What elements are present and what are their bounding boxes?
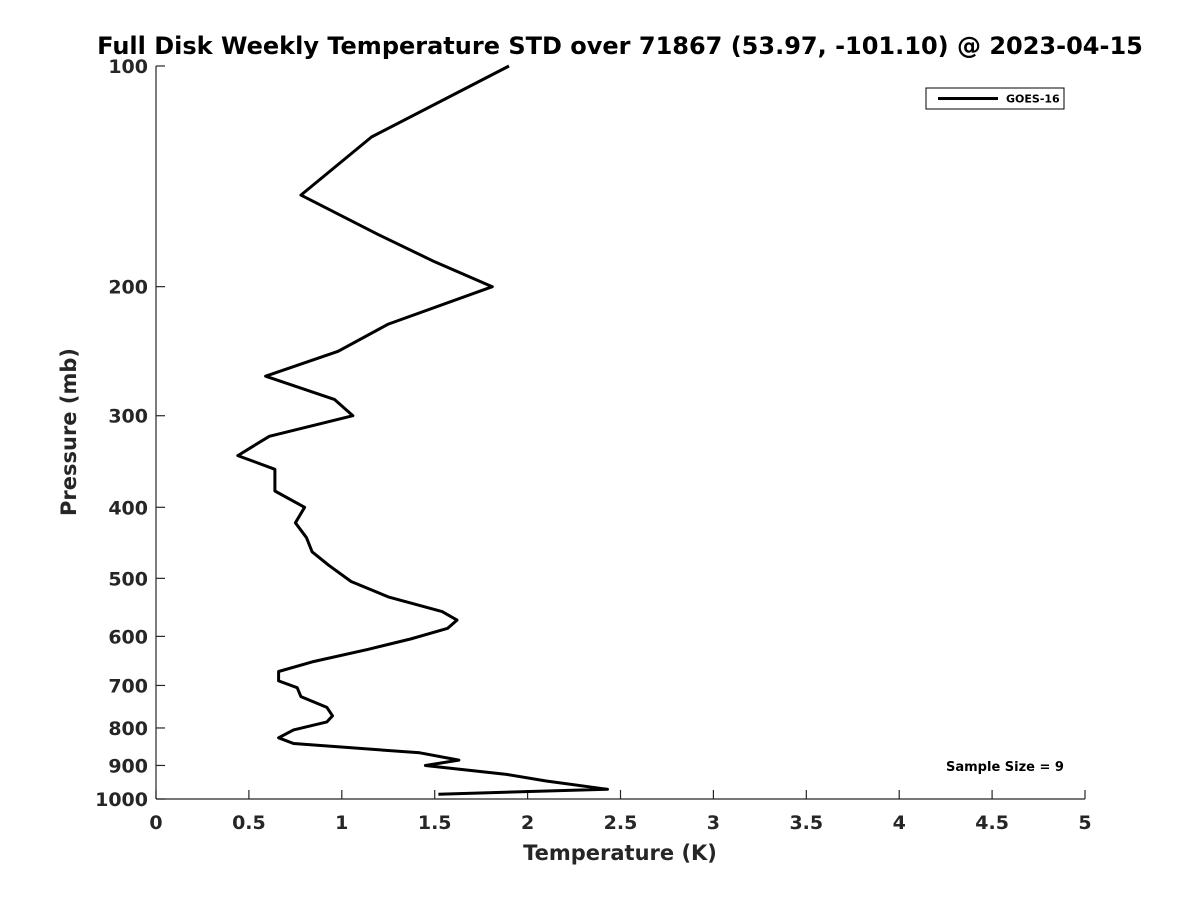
x-tick-label: 3 [707, 812, 720, 834]
x-tick-label: 3.5 [789, 812, 823, 834]
y-tick-label: 400 [108, 497, 148, 519]
legend-label-goes-16: GOES-16 [1006, 93, 1060, 106]
x-ticks: 0 0.5 1 1.5 2 2.5 3 3.5 4 4.5 5 [149, 790, 1092, 834]
y-axis-label: Pressure (mb) [57, 348, 81, 516]
y-tick-label: 300 [108, 406, 148, 428]
y-tick-label: 600 [108, 626, 148, 648]
x-tick-label: 5 [1078, 812, 1091, 834]
x-tick-label: 4.5 [975, 812, 1009, 834]
axes [155, 66, 1085, 800]
x-tick-label: 2.5 [604, 812, 638, 834]
x-tick-label: 1 [335, 812, 348, 834]
x-axis-label: Temperature (K) [523, 841, 717, 865]
y-tick-label: 1000 [95, 789, 148, 811]
y-tick-label: 800 [108, 718, 148, 740]
x-tick-label: 4 [893, 812, 906, 834]
x-tick-label: 1.5 [418, 812, 452, 834]
y-tick-label: 700 [108, 675, 148, 697]
y-tick-label: 500 [108, 568, 148, 590]
x-tick-label: 0.5 [232, 812, 266, 834]
x-tick-label: 0 [149, 812, 162, 834]
y-tick-label: 200 [108, 277, 148, 299]
y-ticks: 100 200 300 400 500 600 700 800 900 1000 [95, 56, 165, 811]
y-tick-label: 100 [108, 56, 148, 78]
sample-size-annotation: Sample Size = 9 [946, 760, 1064, 775]
series-line-goes-16 [236, 64, 609, 796]
x-tick-label: 2 [521, 812, 534, 834]
chart-title: Full Disk Weekly Temperature STD over 71… [97, 32, 1143, 60]
legend: GOES-16 [925, 87, 1065, 110]
series-layer [236, 64, 609, 796]
y-tick-label: 900 [108, 755, 148, 777]
